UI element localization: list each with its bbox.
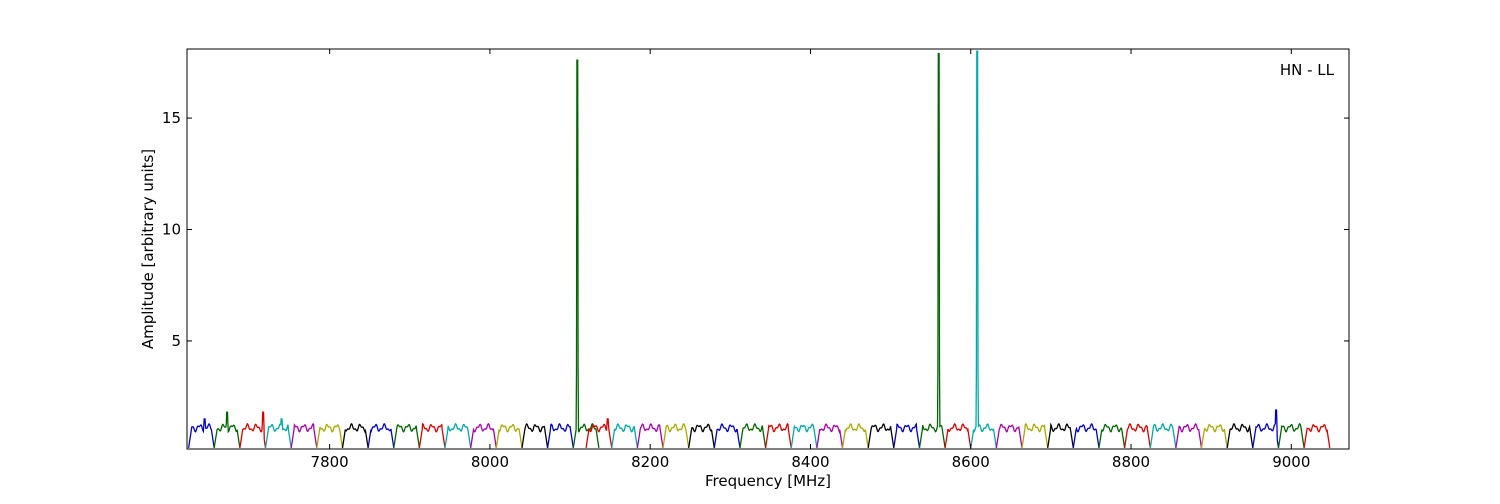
x-tick-label: 8600 [952,453,990,471]
series-line-channel [264,418,292,448]
y-tick-label: 5 [171,332,181,350]
series-line-channel [790,423,818,448]
x-tick-label: 7800 [311,453,349,471]
x-tick-label: 8400 [791,453,829,471]
series-line-channel [893,422,921,448]
series-line-channel [636,423,664,448]
series-line-channel [585,418,613,448]
series-line-channel [970,50,998,448]
x-axis-label: Frequency [MHz] [705,472,831,490]
series-line-channel [187,418,215,448]
series-line-channel [1252,409,1280,448]
series-line-channel [867,423,895,448]
series-line-channel [1200,424,1228,448]
series-line-channel [1021,423,1049,448]
series-line-channel [213,411,241,448]
series-line-channel [1098,423,1126,448]
series-line-channel [739,423,767,448]
y-tick-label: 10 [162,221,181,239]
series-line-channel [341,423,369,448]
series-line-channel [418,422,446,448]
series-line-channel [944,422,972,448]
tick-layer: 7800 8000 8200 8400 8600 8800 9000 5 10 15 [162,49,1349,471]
y-tick-label: 15 [162,109,181,127]
series-line-channel [764,423,792,448]
x-tick-label: 8200 [631,453,669,471]
series-line-channel [1072,423,1100,448]
series-line-channel [1226,422,1254,448]
series-line-channel [521,423,549,448]
series-line-channel [1175,423,1203,448]
series-line-channel [688,423,715,448]
series-line-channel [444,422,472,448]
plot-frame [186,48,1350,450]
series-layer [187,50,1331,448]
series-line-channel [816,423,844,448]
series-line-channel [713,423,741,448]
series-line-channel [841,423,869,448]
series-line-channel [918,52,946,448]
series-line-channel [316,423,344,448]
legend-annotation: HN - LL [1280,61,1335,79]
series-line-channel [1123,423,1151,448]
series-line-channel [470,422,497,448]
series-line-channel [1303,424,1331,448]
series-line-channel [1149,423,1177,448]
series-line-channel [495,423,523,448]
series-line-channel [995,423,1023,448]
series-line-channel [1047,422,1074,448]
x-tick-label: 8800 [1112,453,1150,471]
x-tick-label: 9000 [1272,453,1310,471]
series-line-channel [611,423,639,448]
series-line-channel [662,423,690,448]
y-axis-label: Amplitude [arbitrary units] [139,149,157,349]
series-line-channel [546,423,574,448]
series-line-channel [572,59,600,448]
series-line-channel [367,423,395,448]
series-line-channel [290,423,318,448]
series-line-channel [1277,422,1305,448]
x-tick-label: 8000 [471,453,509,471]
series-line-channel [393,423,421,448]
series-line-channel [239,411,267,448]
